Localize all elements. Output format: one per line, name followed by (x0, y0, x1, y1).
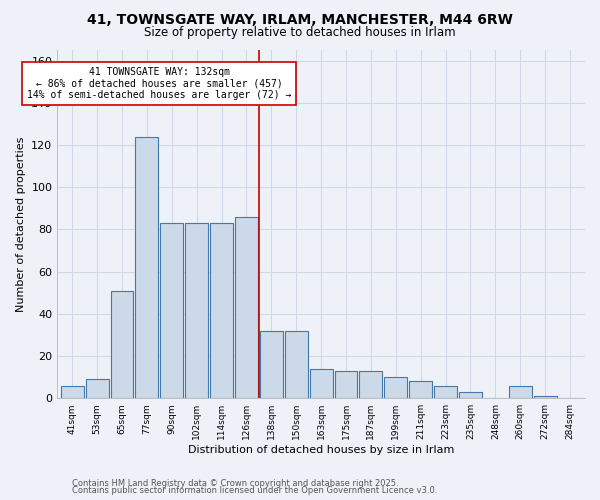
Bar (185, 223, 208, 398)
Bar (509, 386, 532, 398)
Bar (235, 216, 258, 398)
Bar (310, 368, 332, 398)
Bar (409, 382, 432, 398)
Text: Size of property relative to detached houses in Irlam: Size of property relative to detached ho… (144, 26, 456, 39)
Bar (359, 371, 382, 398)
Bar (160, 223, 183, 398)
Text: 41, TOWNSGATE WAY, IRLAM, MANCHESTER, M44 6RW: 41, TOWNSGATE WAY, IRLAM, MANCHESTER, M4… (87, 12, 513, 26)
X-axis label: Distribution of detached houses by size in Irlam: Distribution of detached houses by size … (188, 445, 454, 455)
Bar (136, 136, 158, 398)
Bar (434, 386, 457, 398)
Bar (210, 223, 233, 398)
Text: 41 TOWNSGATE WAY: 132sqm
← 86% of detached houses are smaller (457)
14% of semi-: 41 TOWNSGATE WAY: 132sqm ← 86% of detach… (27, 67, 292, 100)
Bar (459, 392, 482, 398)
Bar (335, 371, 358, 398)
Bar (86, 379, 109, 398)
Y-axis label: Number of detached properties: Number of detached properties (16, 136, 26, 312)
Bar (285, 330, 308, 398)
Bar (110, 290, 133, 398)
Bar (61, 386, 83, 398)
Bar (534, 396, 557, 398)
Text: Contains HM Land Registry data © Crown copyright and database right 2025.: Contains HM Land Registry data © Crown c… (72, 478, 398, 488)
Text: Contains public sector information licensed under the Open Government Licence v3: Contains public sector information licen… (72, 486, 437, 495)
Bar (385, 377, 407, 398)
Bar (260, 330, 283, 398)
